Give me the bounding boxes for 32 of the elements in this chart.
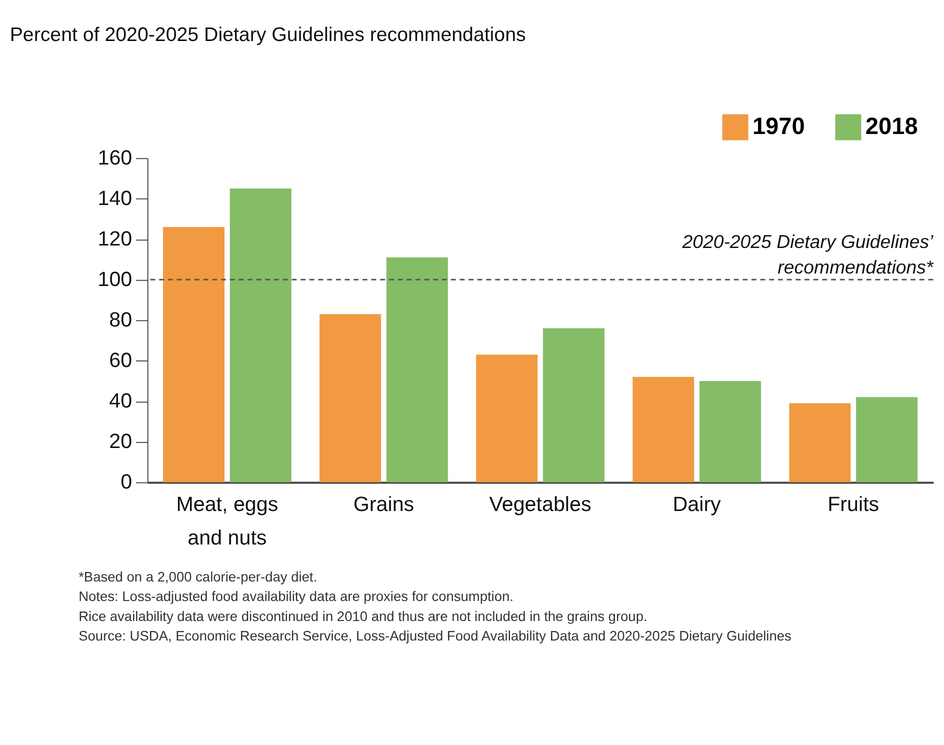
x-tick-label: Vegetables	[489, 493, 592, 516]
y-tick-label: 60	[109, 349, 132, 372]
bar	[789, 403, 851, 482]
y-tick-label: 40	[109, 390, 132, 413]
legend-label: 1970	[752, 113, 805, 140]
bar	[632, 376, 694, 482]
y-tick-label: 80	[109, 308, 132, 332]
y-tick-label: 120	[98, 228, 132, 251]
x-tick-label: Dairy	[672, 493, 722, 516]
source-note: Source: USDA, Economic Research Service, Loss-Adjusted Food Availability Data and 2020-2025 Dietary Guidelines	[78, 628, 792, 644]
bar	[699, 380, 761, 482]
bar	[856, 397, 918, 482]
y-tick-label: 160	[98, 146, 132, 170]
bar	[320, 314, 382, 482]
y-tick-label: 140	[98, 186, 132, 210]
x-tick-label: Meat, eggs and nuts	[176, 493, 278, 550]
bar	[542, 328, 604, 482]
y-tick-label: 20	[109, 430, 132, 454]
legend-label: 2018	[865, 113, 918, 140]
y-tick-label: 0	[120, 470, 132, 494]
bar	[163, 226, 225, 482]
text: Rice availability data were discontinued in 2010 and thus are not included in the grains group.	[78, 608, 648, 624]
bar	[230, 188, 292, 482]
text: *Based on a 2,000 calorie-per-day diet.	[78, 569, 318, 584]
x-tick-label: Grains	[353, 493, 414, 516]
text: Notes: Loss-adjusted food availability data are proxies for consumption.	[78, 589, 514, 604]
y-tick-label: 100	[98, 268, 132, 292]
x-tick-label: Fruits	[828, 493, 880, 516]
bar	[476, 354, 538, 482]
bar	[386, 257, 448, 482]
ref-line-label: 2020-2025 Dietary Guidelines’ recommendations*	[681, 231, 934, 278]
chart-title: Percent of 2020-2025 Dietary Guidelines recommendations	[10, 24, 526, 46]
